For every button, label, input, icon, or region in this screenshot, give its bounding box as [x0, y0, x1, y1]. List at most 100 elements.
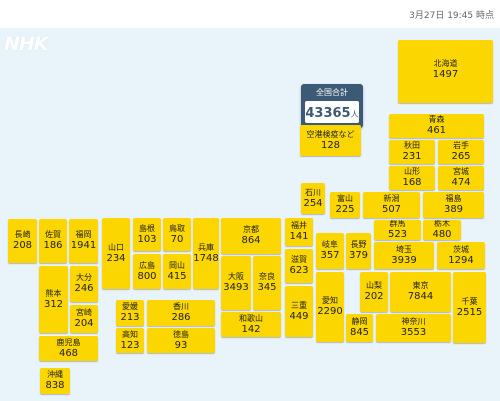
pref-name: 宮崎: [76, 308, 92, 317]
pref-name: 神奈川: [401, 317, 426, 326]
pref-mie[interactable]: 三重 449: [285, 286, 313, 337]
pref-wakayama[interactable]: 和歌山 142: [221, 312, 281, 337]
pref-kumamoto[interactable]: 熊本 312: [39, 266, 68, 333]
pref-count: 254: [303, 197, 323, 209]
pref-count: 3493: [223, 282, 249, 293]
pref-count: 225: [335, 204, 355, 215]
pref-count: 168: [402, 177, 422, 188]
pref-name: 福島: [445, 194, 462, 203]
pref-count: 357: [320, 250, 340, 261]
pref-name: 熊本: [45, 288, 62, 298]
pref-okinawa[interactable]: 沖縄 838: [40, 368, 70, 394]
pref-hyogo[interactable]: 兵庫 1748: [193, 218, 219, 289]
pref-count: 480: [432, 229, 452, 240]
pref-shimane[interactable]: 島根 103: [133, 218, 161, 251]
pref-name: 群馬: [389, 220, 406, 228]
pref-nagano[interactable]: 長野 379: [346, 233, 371, 269]
pref-kanagawa[interactable]: 神奈川 3553: [376, 314, 451, 342]
pref-nagasaki[interactable]: 長崎 208: [8, 219, 37, 263]
pref-miyagi[interactable]: 宮城 474: [438, 166, 484, 190]
pref-name: 富山: [337, 194, 353, 203]
pref-akita[interactable]: 秋田 231: [389, 140, 435, 164]
pref-name: 岩手: [453, 141, 469, 150]
pref-toyama[interactable]: 富山 225: [330, 192, 360, 218]
pref-count: 838: [45, 380, 65, 391]
pref-kyoto[interactable]: 京都 864: [221, 218, 281, 254]
pref-name: 長崎: [14, 230, 31, 239]
pref-shizuoka[interactable]: 静岡 845: [346, 314, 373, 342]
japan-map: NHK 全国合計 43365人 北海道 1497 空港検疫など 128 青森 4…: [0, 28, 500, 401]
national-total-value: 43365: [305, 106, 351, 121]
timestamp: 3月27日 19:45 時点: [409, 11, 494, 21]
pref-name: 栃木: [434, 220, 450, 228]
pref-nara[interactable]: 奈良 345: [253, 256, 281, 310]
pref-count: 1497: [432, 69, 459, 80]
pref-count: 2290: [317, 306, 343, 317]
pref-ishikawa[interactable]: 石川 254: [301, 183, 325, 214]
pref-gunma[interactable]: 群馬 523: [374, 220, 421, 240]
pref-name: 佐賀: [45, 230, 61, 239]
pref-airport-quarantine[interactable]: 空港検疫など 128: [300, 125, 361, 156]
pref-ehime[interactable]: 愛媛 213: [116, 300, 144, 326]
pref-name: 山梨: [366, 281, 382, 290]
pref-name: 和歌山: [239, 313, 263, 323]
pref-yamanashi[interactable]: 山梨 202: [360, 272, 388, 312]
pref-ibaraki[interactable]: 茨城 1294: [437, 242, 485, 269]
pref-kochi[interactable]: 高知 123: [116, 328, 144, 353]
pref-hiroshima[interactable]: 広島 800: [133, 254, 161, 289]
pref-name: 高知: [122, 329, 138, 339]
pref-name: 鹿児島: [56, 337, 81, 347]
pref-yamagata[interactable]: 山形 168: [389, 166, 435, 190]
pref-name: 大分: [76, 273, 92, 282]
pref-fukushima[interactable]: 福島 389: [423, 192, 484, 218]
pref-name: 静岡: [351, 317, 368, 326]
pref-count: 379: [348, 250, 369, 261]
pref-count: 204: [74, 318, 94, 329]
pref-name: 鳥取: [169, 223, 185, 233]
pref-miyazaki[interactable]: 宮崎 204: [70, 305, 98, 333]
pref-saga[interactable]: 佐賀 186: [39, 219, 67, 263]
pref-iwate[interactable]: 岩手 265: [438, 140, 484, 164]
pref-count: 265: [451, 151, 471, 162]
pref-count: 246: [74, 283, 94, 294]
pref-count: 213: [120, 312, 140, 323]
pref-niigata[interactable]: 新潟 507: [363, 192, 420, 218]
pref-hokkaido[interactable]: 北海道 1497: [398, 40, 493, 103]
pref-oita[interactable]: 大分 246: [70, 266, 98, 302]
pref-name: 徳島: [173, 329, 189, 339]
pref-count: 234: [106, 252, 126, 264]
pref-chiba[interactable]: 千葉 2515: [453, 272, 486, 343]
pref-okayama[interactable]: 岡山 415: [163, 254, 191, 289]
pref-tochigi[interactable]: 栃木 480: [423, 220, 461, 240]
pref-name: 愛知: [322, 296, 338, 305]
pref-gifu[interactable]: 岐阜 357: [316, 233, 344, 269]
pref-kagoshima[interactable]: 鹿児島 468: [39, 336, 98, 361]
pref-count: 845: [349, 327, 370, 338]
pref-count: 474: [451, 177, 471, 188]
pref-tokyo[interactable]: 東京 7844: [390, 272, 451, 312]
pref-count: 3553: [400, 327, 427, 338]
pref-count: 800: [137, 270, 157, 282]
pref-tottori[interactable]: 鳥取 70: [163, 218, 191, 251]
pref-name: 三重: [291, 300, 307, 310]
pref-count: 864: [241, 235, 261, 246]
pref-name: 島根: [139, 223, 155, 233]
pref-tokushima[interactable]: 徳島 93: [147, 328, 215, 353]
pref-fukui[interactable]: 福井 141: [285, 218, 313, 246]
pref-aichi[interactable]: 愛知 2290: [316, 272, 344, 342]
pref-name: 香川: [173, 302, 189, 311]
pref-yamaguchi[interactable]: 山口 234: [102, 218, 130, 289]
pref-kagawa[interactable]: 香川 286: [147, 300, 215, 326]
pref-aomori[interactable]: 青森 461: [389, 114, 484, 138]
pref-fukuoka[interactable]: 福岡 1941: [69, 219, 98, 263]
pref-name: 大阪: [228, 272, 244, 281]
pref-count: 142: [241, 323, 261, 335]
pref-saitama[interactable]: 埼玉 3939: [374, 242, 434, 269]
pref-count: 93: [174, 339, 188, 351]
pref-name: 空港検疫など: [306, 129, 355, 139]
pref-shiga[interactable]: 滋賀 623: [285, 249, 313, 283]
pref-count: 231: [402, 151, 422, 162]
pref-count: 1941: [70, 240, 97, 251]
pref-name: 福井: [291, 221, 307, 230]
pref-osaka[interactable]: 大阪 3493: [221, 256, 251, 310]
